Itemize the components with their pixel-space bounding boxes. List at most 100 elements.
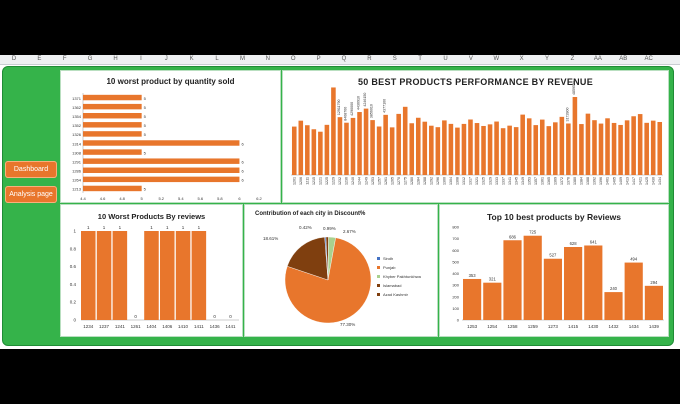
tick-label-y: 800	[452, 225, 459, 230]
tick-label-y: 700	[452, 236, 459, 241]
bar	[435, 127, 441, 175]
tick-label-x: 1384	[580, 177, 584, 185]
tick-label-x: 1253	[371, 177, 375, 185]
bar	[415, 117, 421, 175]
bar	[383, 114, 388, 175]
data-label: 4436910	[357, 96, 361, 110]
column-letter[interactable]: E	[37, 56, 42, 62]
legend-item-azad-kashmir: Azad Kashmir	[377, 290, 421, 299]
bar	[442, 120, 447, 175]
column-letter[interactable]: H	[113, 56, 118, 62]
dashboard-button[interactable]: Dashboard	[5, 161, 57, 178]
tick-label-y: 600	[452, 248, 459, 253]
tick-label-y: 1354	[72, 114, 82, 119]
data-label: 321	[489, 277, 497, 282]
analysis-page-button[interactable]: Analysis page	[5, 186, 57, 203]
tick-label-x: 1296	[436, 177, 440, 185]
column-letter[interactable]: S	[392, 56, 397, 62]
tick-label-x: 1341	[508, 177, 512, 185]
column-letter[interactable]: D	[11, 56, 17, 62]
data-label: 3856010	[370, 104, 374, 118]
column-letter[interactable]: F	[62, 56, 67, 62]
best-revenue-chart: 1201 1206 1211 1215 1221 1225 1229 12911790 1232…	[291, 81, 663, 185]
dashboard-sheet: D E F G H I J K L M N O P Q R S T U V W X Y Z AA AB AC Dashboard …	[0, 55, 680, 349]
tick-label-x: 5.2	[158, 196, 164, 201]
column-letter[interactable]: AB	[619, 56, 628, 62]
data-label: 294	[650, 280, 658, 285]
tick-label-x: 1258	[507, 324, 518, 329]
tick-label-y: 1286	[72, 169, 82, 174]
data-label: 1	[166, 225, 169, 230]
legend-item-punjab: Punjab	[377, 263, 421, 272]
bar	[422, 121, 428, 175]
bar	[389, 127, 395, 175]
data-label: 5	[144, 114, 147, 119]
bar	[324, 124, 330, 175]
tick-label-x: 1434	[629, 324, 640, 329]
data-label: 527	[549, 253, 557, 258]
tick-label-y: 300	[452, 283, 459, 288]
data-label: 1	[182, 225, 185, 230]
tick-label-x: 4.6	[100, 196, 106, 201]
tick-label-x: 1232	[338, 177, 342, 185]
bar	[624, 120, 630, 175]
tick-label-x: 1401	[606, 177, 610, 185]
bar	[494, 121, 499, 175]
data-label: 5	[144, 96, 147, 101]
bar	[624, 262, 643, 320]
tick-label-x: 1409	[619, 177, 623, 185]
bar	[396, 113, 401, 175]
data-label: 5	[144, 187, 147, 192]
bar	[83, 140, 240, 146]
bar	[409, 123, 415, 175]
column-letter[interactable]: O	[290, 56, 296, 62]
data-label: 353	[469, 273, 477, 278]
bar	[604, 292, 623, 320]
column-letter[interactable]: L	[215, 56, 219, 62]
column-letter[interactable]: Y	[545, 56, 550, 62]
top-reviews-chart: 0 100 200 300 400 500 600 700 800 353 1253 321 1254 6…	[452, 225, 664, 329]
data-label: 6	[241, 159, 244, 164]
tick-label-x: 1410	[178, 324, 189, 329]
column-letter[interactable]: R	[367, 56, 372, 62]
column-letter[interactable]: W	[493, 56, 500, 62]
tick-label-x: 1259	[528, 324, 539, 329]
tick-label-x: 1337	[501, 177, 505, 185]
tick-label-x: 1380	[573, 177, 577, 185]
bar	[298, 120, 304, 175]
column-letter[interactable]: Q	[341, 56, 347, 62]
column-letter[interactable]: J	[164, 56, 168, 62]
data-label: 6	[241, 141, 244, 146]
city-discount-title: Contribution of each city in Discount%	[255, 211, 366, 217]
column-letter[interactable]: M	[239, 56, 245, 62]
data-label: 240	[610, 286, 618, 291]
worst-quantity-chart: 5 1371 5 1362 5 1354 5 1352 5 1326 6 1314 5 1308 6 1291…	[72, 93, 263, 201]
bar	[83, 167, 240, 173]
data-label: 1	[87, 225, 90, 230]
tick-label-x: 1270	[397, 177, 401, 185]
tick-label-x: 1432	[608, 324, 619, 329]
column-letter[interactable]: T	[418, 56, 422, 62]
bar	[523, 235, 542, 320]
column-letter[interactable]: Z	[570, 56, 575, 62]
tick-label-x: 1292	[430, 177, 434, 185]
tick-label-y: 0.4	[70, 282, 77, 287]
bar	[592, 120, 597, 175]
column-letter[interactable]: V	[468, 56, 473, 62]
column-letter[interactable]: U	[443, 56, 448, 62]
column-letter[interactable]: P	[316, 56, 321, 62]
data-label: 4246150	[363, 93, 367, 107]
bar	[507, 125, 512, 175]
column-letter[interactable]: N	[265, 56, 271, 62]
column-letter[interactable]: I	[140, 56, 142, 62]
column-letter[interactable]: K	[189, 56, 194, 62]
tick-label-x: 1376	[567, 177, 571, 185]
column-letter[interactable]: AC	[644, 56, 653, 62]
bar	[474, 123, 480, 175]
bar	[331, 87, 336, 175]
tick-label-y: 1	[73, 229, 76, 234]
column-letter[interactable]: G	[87, 56, 93, 62]
bar	[533, 125, 539, 175]
column-letter[interactable]: AA	[593, 56, 602, 62]
column-letter[interactable]: X	[519, 56, 524, 62]
